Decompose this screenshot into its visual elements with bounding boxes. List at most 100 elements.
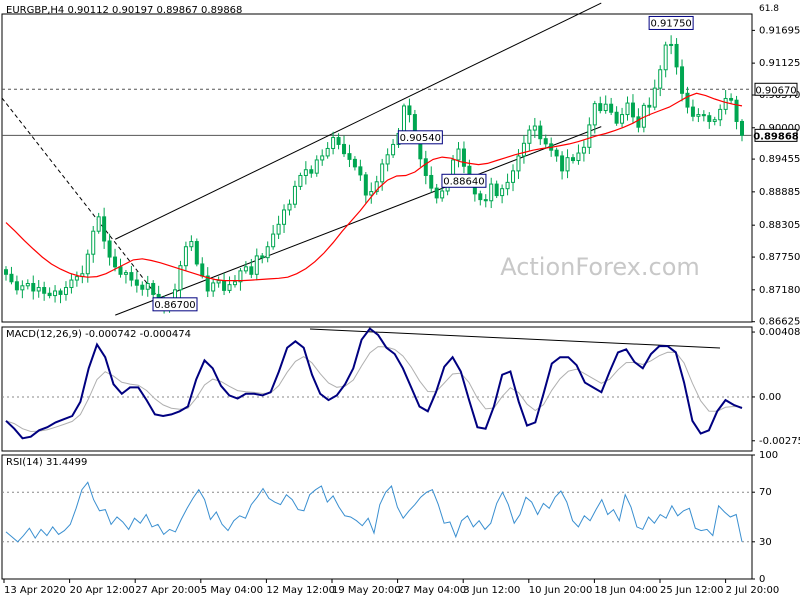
candle-body [456,148,461,161]
annotation-label: 0.86700 [154,300,195,311]
price-ytick-label: 0.88885 [759,187,800,198]
candle-body [647,104,652,108]
price-ytick-label: 0.88305 [759,220,800,231]
candle-body [265,246,270,259]
candle-body [401,105,406,135]
candle-body [287,203,292,211]
candle-body [194,241,199,265]
candle-body [570,157,575,162]
candle-body [543,138,548,145]
candle-body [614,111,619,124]
rsi-ytick-label: 30 [759,537,772,548]
candle-body [145,283,150,290]
macd-ytick-label: 0.00 [759,392,781,403]
candle-body [625,102,630,116]
annotation-label: 0.88640 [443,176,484,187]
xtick-label: 3 Jun 12:00 [463,585,520,596]
candle-body [620,114,625,124]
candle-body [314,159,319,174]
candle-body [391,143,396,156]
candle-body [216,280,221,284]
candle-body [238,270,243,283]
macd-line [5,327,743,440]
candle-body [740,120,744,136]
candle-body [483,199,488,202]
candle-body [369,191,374,196]
candle-body [303,169,308,176]
xtick-label: 18 Jun 04:00 [594,585,658,596]
price-header: EURGBP,H4 0.90112 0.90197 0.89867 0.8986… [6,5,242,16]
candle-body [527,129,532,144]
candle-body [489,183,494,202]
annotation-1: 0.88640 [441,173,487,188]
channel-line-1 [115,126,602,316]
candle-body [516,155,521,172]
candle-body [363,174,368,196]
candle-body [565,157,570,172]
xtick-label: 10 Jun 20:00 [529,585,593,596]
candle-body [222,280,227,291]
annotation-3: 0.91750 [648,15,694,30]
xtick-label: 19 May 20:00 [332,585,401,596]
candle-body [96,216,101,232]
annotation-box [441,173,487,188]
channel-line-0 [115,2,602,240]
candle-body [461,148,466,167]
candle-body [592,103,597,126]
macd-signal-line [5,346,743,433]
candle-body [663,44,668,71]
candle-body [380,163,385,183]
panel-frame-0 [1,13,753,323]
candle-body [4,269,8,275]
candle-body [669,43,674,46]
xtick-label: 27 Apr 20:00 [135,585,200,596]
candle-body [140,284,145,290]
xtick-label: 25 Jun 12:00 [660,585,724,596]
candle-body [494,183,499,197]
price-ytick-label: 0.87180 [759,285,800,296]
rsi-ytick-label: 100 [759,450,778,461]
candle-body [36,287,41,292]
candle-body [320,155,325,161]
candle-body [511,170,516,183]
annotation-label: 0.90540 [400,133,441,144]
xtick-label: 27 May 04:00 [398,585,467,596]
candle-body [200,263,205,277]
candle-body [734,99,739,122]
candle-body [630,102,635,118]
candle-body [352,158,357,168]
candle-body [102,216,107,242]
trendline-dashed [1,97,169,311]
candle-body [434,187,439,199]
candle-body [658,69,663,89]
candle-body [336,137,341,145]
candle-body [440,190,445,199]
candle-body [718,108,723,121]
candle-body [680,66,685,94]
candle-body [14,281,19,291]
candle-body [712,119,717,122]
candle-body [31,283,36,292]
candle-body [74,276,79,281]
panel-frame-1 [1,326,753,452]
candle-body [554,149,559,157]
candle-body [609,103,614,113]
annotation-2: 0.90540 [397,130,443,145]
candle-body [254,255,259,275]
candle-body [674,43,679,68]
watermark: ActionForex.com [500,253,700,281]
candle-body [429,174,434,189]
candle-body [123,272,128,275]
candle-body [309,169,314,174]
candle-body [478,193,483,201]
annotation-0: 0.86700 [152,297,198,312]
macd-ytick-label: -0.002757 [759,436,800,447]
candle-body [134,279,139,286]
xtick-label: 2 Jul 20:00 [726,585,780,596]
candle-body [603,103,608,112]
price-tag-label: 0.90670 [755,85,796,96]
candle-body [25,283,30,287]
macd-ytick-label: 0.004083 [759,327,800,338]
